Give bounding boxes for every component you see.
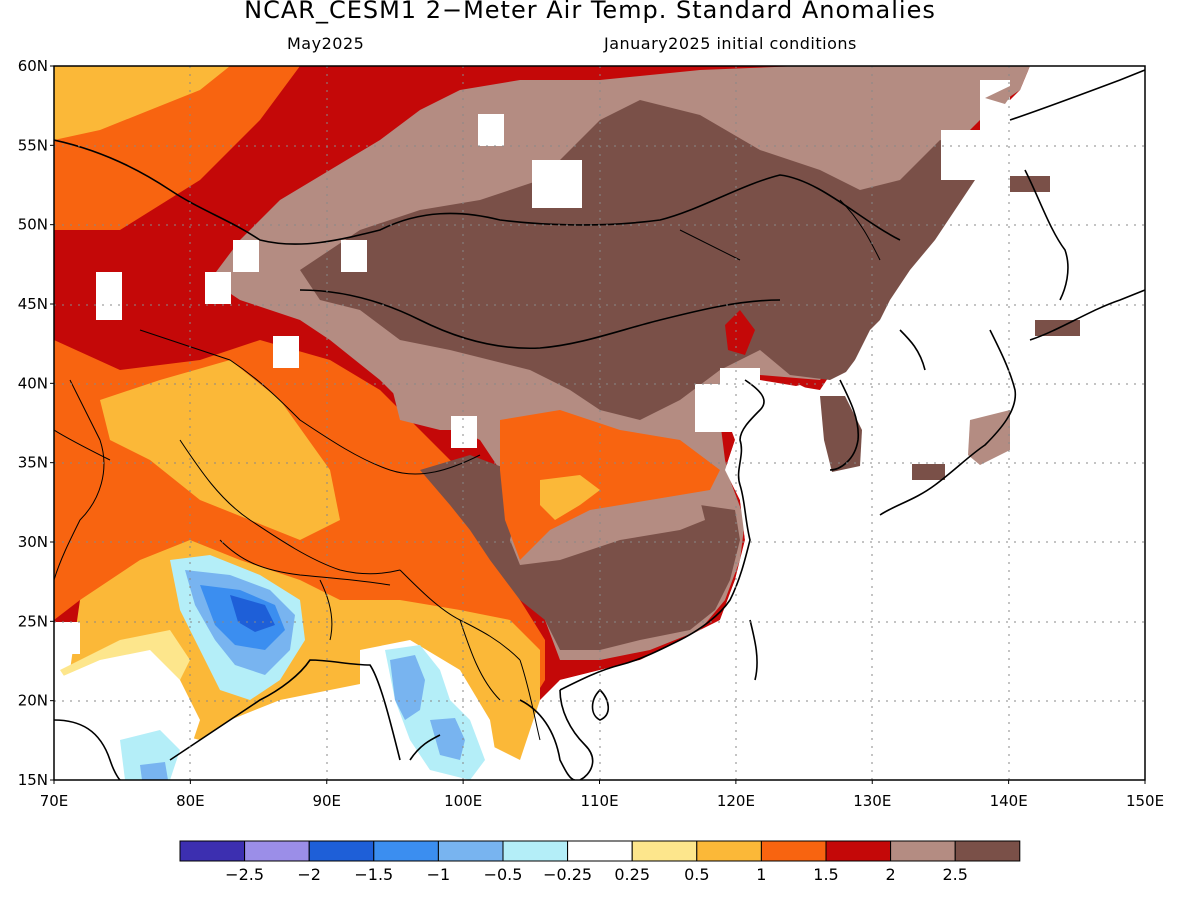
colorbar-swatch <box>567 840 633 862</box>
lat-tick-label: 60N <box>18 57 48 75</box>
anomaly-region-lightorange-china <box>540 475 600 520</box>
anomaly-region-lightblue-sw <box>140 762 168 780</box>
colorbar-swatch <box>437 840 504 862</box>
colorbar-swatch <box>954 840 1021 862</box>
colorbar-label: 1 <box>756 865 766 884</box>
lon-tick-label: 80E <box>176 792 205 810</box>
lat-tick-label: 40N <box>18 374 48 392</box>
lon-tick-label: 90E <box>312 792 341 810</box>
latitude-axis: 60N 55N 50N 45N 40N 35N 30N 25N 20N 15N <box>18 57 54 789</box>
colorbar-label: −0.25 <box>543 865 592 884</box>
lon-tick-label: 100E <box>444 792 482 810</box>
country-borders <box>54 199 881 741</box>
colorbar-label: −2 <box>297 865 321 884</box>
anomaly-region-lightblue-myanmar <box>390 655 425 720</box>
korea-brown <box>820 396 862 472</box>
colorbar-label: −0.5 <box>484 865 523 884</box>
colorbar-label: 2 <box>886 865 896 884</box>
lat-tick-label: 50N <box>18 216 48 234</box>
colorbar-label: 2.5 <box>942 865 967 884</box>
colorbar-swatch <box>244 840 310 862</box>
gridlines <box>54 66 1145 780</box>
anomaly-field <box>54 66 1145 780</box>
lon-tick-label: 70E <box>40 792 69 810</box>
colorbar-label: −2.5 <box>225 865 264 884</box>
lat-tick-label: 55N <box>18 136 48 154</box>
lat-tick-label: 45N <box>18 295 48 313</box>
lon-tick-label: 140E <box>990 792 1028 810</box>
lat-tick-label: 20N <box>18 692 48 710</box>
colorbar-label: 1.5 <box>813 865 838 884</box>
colorbar-label: −1 <box>427 865 451 884</box>
colorbar-label: −1.5 <box>354 865 393 884</box>
colorbar-swatch <box>825 840 892 862</box>
anomaly-region-taupe-central <box>390 370 500 430</box>
map-title: NCAR_CESM1 2−Meter Air Temp. Standard An… <box>244 0 936 24</box>
colorbar: −2.5 −2 −1.5 −1 −0.5 −0.25 0.25 0.5 1 1.5 2 2.5 <box>179 840 1021 884</box>
anomaly-region-darkblue-india <box>230 595 275 632</box>
lat-tick-label: 25N <box>18 612 48 630</box>
lon-tick-label: 130E <box>853 792 891 810</box>
longitude-axis: 70E 80E 90E 100E 110E 120E 130E 140E 150E <box>40 780 1164 810</box>
forecast-month: May2025 <box>287 34 365 53</box>
colorbar-swatch <box>890 840 956 862</box>
japan-taupe <box>968 410 1010 465</box>
lon-tick-label: 110E <box>580 792 618 810</box>
colorbar-swatch <box>179 840 246 862</box>
colorbar-swatch <box>696 840 762 862</box>
anomaly-region-orange-china <box>500 410 720 560</box>
colorbar-swatch <box>502 840 569 862</box>
kyushu-brown <box>912 464 945 480</box>
colorbar-swatch <box>631 840 698 862</box>
lon-tick-label: 150E <box>1126 792 1164 810</box>
anomaly-region-taupe-mid-china <box>510 500 705 565</box>
colorbar-label: 0.5 <box>684 865 709 884</box>
lon-tick-label: 120E <box>717 792 755 810</box>
lat-tick-label: 35N <box>18 454 48 472</box>
anomaly-region-lightblue-south <box>430 718 465 760</box>
anomaly-region-lightorange-west <box>100 360 340 540</box>
anomaly-region-red-inner <box>725 310 755 355</box>
kuril-taupe <box>985 66 1030 104</box>
anomaly-region-lightorange-nw <box>54 66 230 140</box>
colorbar-swatch <box>760 840 827 862</box>
initial-conditions-label: January2025 initial conditions <box>604 34 857 53</box>
sakhalin-brown <box>1010 176 1050 192</box>
colorbar-swatch <box>373 840 439 862</box>
lat-tick-label: 30N <box>18 533 48 551</box>
colorbar-label: 0.25 <box>614 865 650 884</box>
lat-tick-label: 15N <box>18 771 48 789</box>
colorbar-swatch <box>308 840 375 862</box>
